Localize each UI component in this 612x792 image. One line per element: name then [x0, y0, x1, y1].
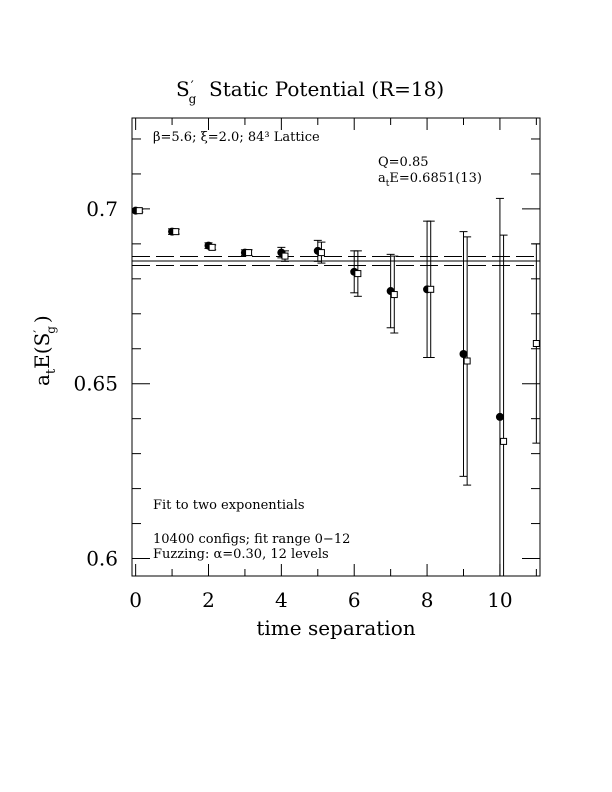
- x-axis-label: time separation: [256, 616, 415, 640]
- error-bars: [131, 197, 541, 576]
- y-tick-label: 0.65: [73, 372, 118, 396]
- y-tick-label: 0.6: [86, 547, 118, 571]
- x-tick-label: 10: [487, 588, 512, 612]
- chart-title-rest: Static Potential (R=18): [196, 77, 444, 101]
- x-tick-label: 2: [202, 588, 215, 612]
- y-axis-label-sub2: g: [44, 326, 58, 334]
- data-point-square: [317, 249, 325, 257]
- fit-note: Fit to two exponentials: [153, 498, 305, 513]
- data-point-square: [281, 252, 289, 260]
- x-tick-labels: 0 2 4 6 8 10: [129, 588, 512, 612]
- q-value-annotation: Q=0.85: [378, 155, 429, 170]
- data-point-square: [427, 285, 435, 293]
- data-point-square: [463, 357, 471, 365]
- energy-annotation-post: E=0.6851(13): [389, 171, 482, 186]
- energy-annotation: atE=0.6851(13): [378, 171, 482, 189]
- lattice-annotation: β=5.6; ξ=2.0; 84³ Lattice: [153, 130, 320, 145]
- y-tick-labels: 0.6 0.65 0.7: [73, 197, 118, 571]
- data-point-square: [135, 207, 143, 215]
- data-point-square: [208, 243, 216, 251]
- data-point-square: [245, 249, 253, 257]
- x-tick-label: 8: [421, 588, 434, 612]
- fuzzing-note: Fuzzing: α=0.30, 12 levels: [153, 547, 329, 562]
- x-tick-label: 0: [129, 588, 142, 612]
- y-axis-label-sub: t: [44, 368, 59, 374]
- plot-frame: [131, 117, 541, 577]
- x-tick-label: 6: [348, 588, 361, 612]
- y-axis-label-prime: ′: [32, 330, 47, 333]
- y-tick-label: 0.7: [86, 197, 118, 221]
- data-point-circle: [459, 349, 468, 358]
- configs-note: 10400 configs; fit range 0−12: [153, 532, 350, 547]
- data-point-circle: [495, 412, 504, 421]
- energy-annotation-pre: a: [378, 171, 386, 186]
- data-markers: [131, 206, 540, 445]
- y-axis-label: atE(S′g): [30, 315, 59, 386]
- energy-annotation-sub: t: [386, 179, 390, 189]
- data-point-square: [390, 291, 398, 299]
- y-axis-label-pre: a: [30, 374, 54, 386]
- data-point-square: [354, 270, 362, 278]
- chart-title: S′ g Static Potential (R=18): [176, 77, 444, 106]
- data-point-square: [500, 437, 508, 445]
- data-point-square: [172, 228, 180, 236]
- y-axis-label-post: ): [30, 315, 54, 323]
- chart-title-prime: ′: [191, 79, 194, 94]
- y-axis-label-mid: E(S: [30, 333, 54, 369]
- x-tick-label: 4: [275, 588, 288, 612]
- chart-title-main: S: [176, 77, 190, 101]
- data-point-square: [532, 340, 540, 348]
- chart-title-sub: g: [189, 92, 197, 106]
- fit-band: [132, 255, 540, 267]
